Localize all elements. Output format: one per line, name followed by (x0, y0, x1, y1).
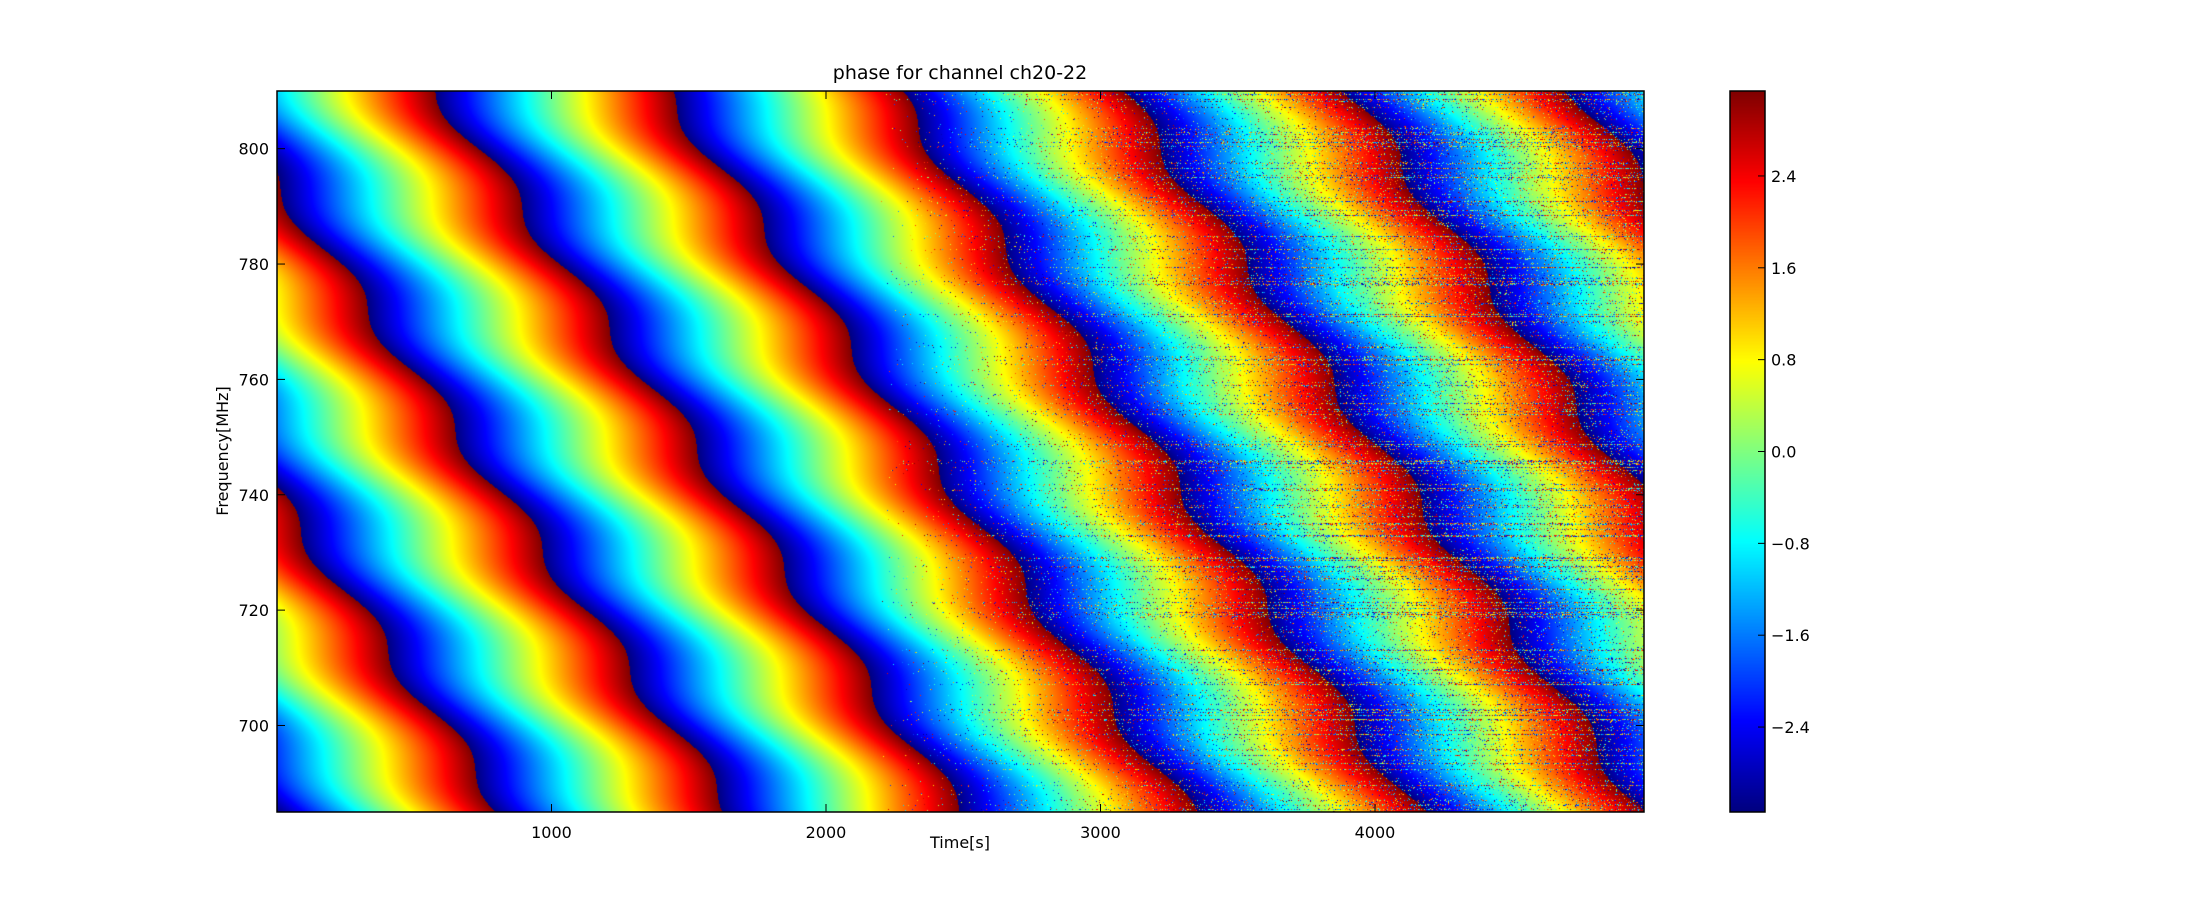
y-tick-label: 760 (238, 370, 269, 389)
x-axis-ticks: 1000 2000 3000 4000 (531, 91, 1395, 842)
x-tick-label: 1000 (531, 823, 572, 842)
y-tick-label: 800 (238, 140, 269, 159)
y-tick-label: 740 (238, 486, 269, 505)
phase-heatmap (277, 91, 1644, 812)
colorbar-tick-label: 0.0 (1771, 443, 1796, 462)
y-tick-label: 720 (238, 601, 269, 620)
x-tick-label: 3000 (1080, 823, 1121, 842)
colorbar-tick-label: 1.6 (1771, 259, 1796, 278)
y-tick-label: 780 (238, 255, 269, 274)
plot-frame (276, 90, 1645, 813)
y-axis-ticks: 700 720 740 760 780 800 (238, 140, 1644, 735)
colorbar-ticks: 2.4 1.6 0.8 0.0 −0.8 −1.6 −2.4 (1758, 167, 1810, 737)
heatmap-plot-area (277, 91, 1644, 812)
colorbar-tick-label: 2.4 (1771, 167, 1796, 186)
colorbar-tick-label: 0.8 (1771, 351, 1796, 370)
colorbar-tick-label: −1.6 (1771, 626, 1810, 645)
chart-title: phase for channel ch20-22 (833, 62, 1087, 84)
colorbar-tick-label: −2.4 (1771, 718, 1810, 737)
x-tick-label: 4000 (1355, 823, 1396, 842)
colorbar-tick-label: −0.8 (1771, 534, 1810, 553)
y-axis-label: Frequency[MHz] (213, 386, 232, 515)
y-tick-label: 700 (238, 716, 269, 735)
x-tick-label: 2000 (806, 823, 847, 842)
x-axis-label: Time[s] (929, 833, 990, 852)
